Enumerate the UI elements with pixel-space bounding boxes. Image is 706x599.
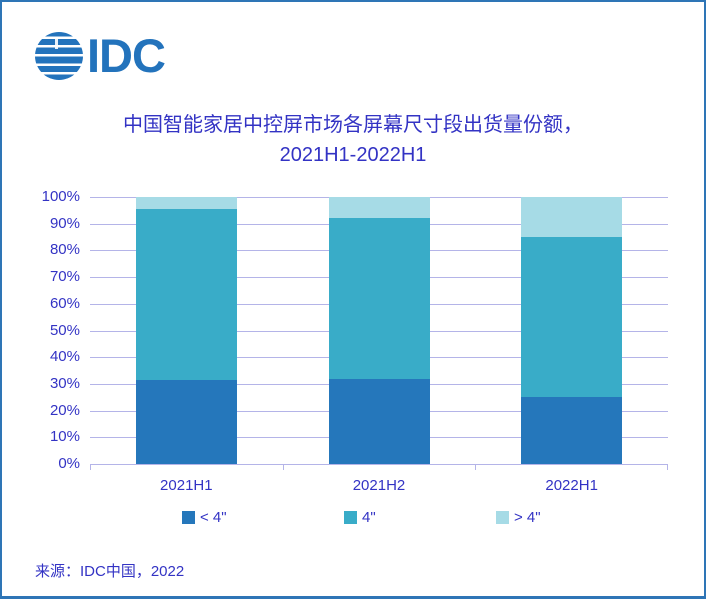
bar-segment xyxy=(521,197,623,238)
y-axis-tick-label: 100% xyxy=(41,188,80,205)
idc-logo-text: IDC xyxy=(87,29,166,82)
bar-segment xyxy=(135,379,237,464)
chart-title-line2: 2021H1-2022H1 xyxy=(279,144,427,166)
y-axis-tick-label: 70% xyxy=(49,268,80,286)
legend-item: > 4" xyxy=(496,509,541,526)
legend-label: 4" xyxy=(362,509,376,526)
x-axis-label: 2022H1 xyxy=(545,477,598,494)
legend-swatch xyxy=(344,511,357,524)
plot-area: 0% 10% 20% 30% 40% 50% 60% 70% 80% 90% 100% 2021H1 2… xyxy=(42,188,668,494)
source-text: 来源：IDC中国，2022 xyxy=(35,563,185,580)
legend-label: > 4" xyxy=(514,509,541,526)
y-axis-tick-label: 0% xyxy=(58,455,80,472)
bar-segment xyxy=(521,397,623,464)
legend-swatch xyxy=(496,511,509,524)
y-axis-tick-label: 80% xyxy=(49,241,80,259)
legend-swatch xyxy=(182,511,195,524)
y-axis-tick-label: 50% xyxy=(49,321,80,339)
x-axis-tick xyxy=(90,464,91,470)
legend-item: 4" xyxy=(344,509,376,526)
y-axis-tick-label: 90% xyxy=(49,214,80,232)
bar-stack xyxy=(328,197,430,464)
legend-item: < 4" xyxy=(182,509,227,526)
x-axis-label: 2021H2 xyxy=(352,477,406,494)
idc-logo: IDC xyxy=(35,29,166,82)
x-axis-tick xyxy=(475,464,476,470)
y-axis-tick-label: 10% xyxy=(49,428,80,446)
legend-label: < 4" xyxy=(200,509,227,526)
chart-title-line1: 中国智能家居中控屏市场各屏幕尺寸段出货量份额， xyxy=(123,114,583,136)
bar-stack xyxy=(135,197,237,464)
y-axis-tick-label: 20% xyxy=(49,401,80,419)
bar-segment xyxy=(328,218,430,379)
y-axis-tick-label: 60% xyxy=(49,294,80,312)
bar-segment xyxy=(135,197,237,210)
bar-stack xyxy=(521,197,623,464)
chart-title-block: 中国智能家居中控屏市场各屏幕尺寸段出货量份额， 2021H1-2022H1 xyxy=(2,110,704,170)
bar-segment xyxy=(521,237,623,398)
x-axis-tick xyxy=(283,464,284,470)
x-axis-tick xyxy=(667,464,668,470)
y-axis-tick-label: 30% xyxy=(49,374,80,392)
bar-segment xyxy=(328,197,430,219)
y-axis-tick-label: 40% xyxy=(49,348,80,366)
legend: < 4" 4" > 4" xyxy=(2,509,704,531)
bar-segment xyxy=(135,209,237,380)
striped-globe-icon xyxy=(35,32,83,80)
x-axis-label: 2021H1 xyxy=(160,477,213,494)
bar-segment xyxy=(328,378,430,464)
